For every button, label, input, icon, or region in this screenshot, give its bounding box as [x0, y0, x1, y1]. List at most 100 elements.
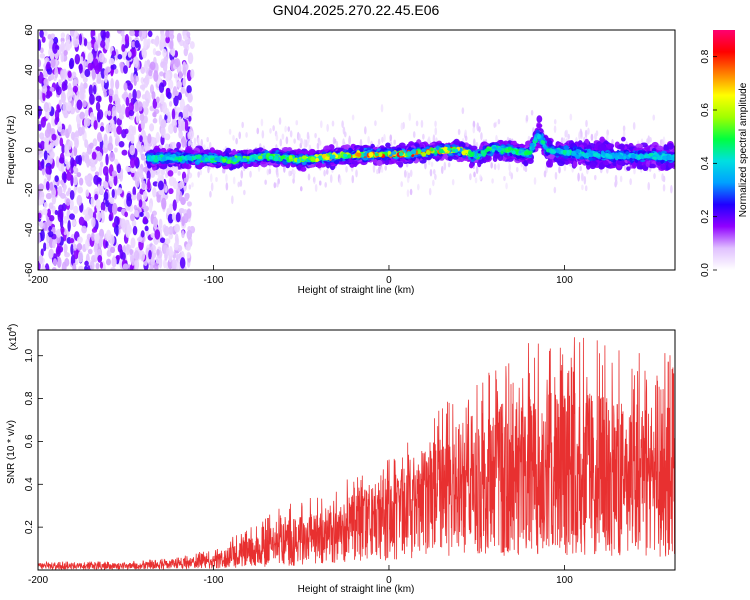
faint-point [300, 138, 303, 146]
faint-point [587, 127, 590, 135]
noise-point [76, 242, 83, 251]
noise-point [177, 92, 182, 101]
noise-point [114, 158, 119, 165]
noise-point [135, 90, 142, 99]
noise-point [98, 235, 103, 248]
noise-point [114, 97, 121, 107]
faint-point [400, 122, 404, 131]
noise-point [186, 208, 192, 219]
noise-point [171, 108, 176, 121]
ridge-point [663, 144, 669, 151]
noise-point [125, 96, 130, 107]
noise-point [69, 198, 74, 211]
noise-point [111, 202, 118, 215]
noise-point [135, 75, 140, 83]
noise-point [177, 182, 183, 190]
noise-point [67, 220, 71, 232]
noise-point [45, 181, 50, 191]
noise-point [175, 191, 180, 204]
noise-point [143, 37, 148, 49]
noise-point [121, 44, 126, 52]
faint-point [434, 127, 438, 136]
faint-point [661, 173, 664, 182]
noise-point [141, 94, 147, 100]
noise-point [73, 174, 78, 186]
noise-point [132, 89, 137, 101]
noise-point [133, 30, 140, 38]
ridge-point [635, 143, 644, 149]
noise-point [111, 50, 117, 57]
noise-point [159, 92, 165, 105]
noise-point [171, 212, 176, 221]
noise-point [47, 33, 52, 40]
noise-point [74, 95, 79, 102]
faint-point [331, 120, 335, 127]
noise-point [105, 258, 112, 266]
noise-point [78, 33, 83, 46]
faint-point [472, 120, 476, 129]
noise-point [190, 68, 195, 79]
faint-point [203, 144, 206, 150]
noise-point [162, 101, 168, 114]
noise-point [90, 196, 95, 208]
noise-point [51, 133, 57, 141]
noise-point [158, 82, 165, 94]
noise-point [76, 90, 81, 97]
faint-point [228, 128, 232, 135]
noise-point [139, 113, 145, 122]
faint-point [200, 139, 204, 148]
faint-point [335, 140, 339, 148]
noise-point [41, 85, 48, 94]
faint-point [493, 122, 496, 128]
faint-point [232, 134, 235, 141]
noise-point [105, 123, 111, 134]
faint-point [199, 169, 203, 176]
noise-point [148, 69, 153, 77]
faint-point [590, 133, 594, 141]
noise-point [158, 256, 163, 269]
faint-point [289, 130, 293, 138]
noise-point [165, 36, 170, 44]
noise-point [127, 50, 132, 58]
noise-point [149, 169, 156, 178]
faint-point [409, 188, 413, 196]
faint-point [299, 186, 303, 192]
noise-point [166, 228, 171, 234]
noise-point [49, 181, 54, 191]
noise-point [93, 119, 98, 130]
noise-point [79, 111, 85, 120]
faint-point [606, 129, 609, 136]
ridge-point [620, 136, 626, 142]
noise-point [84, 68, 91, 78]
noise-point [117, 53, 123, 60]
noise-point [168, 245, 173, 257]
faint-point [389, 141, 393, 149]
noise-point [173, 73, 178, 79]
noise-point [129, 157, 136, 169]
faint-point [187, 132, 190, 140]
noise-point [78, 265, 84, 270]
ridge-point [468, 162, 474, 169]
noise-point [115, 254, 121, 261]
noise-point [96, 72, 102, 84]
faint-point [560, 137, 564, 145]
noise-point [178, 130, 183, 139]
noise-point [99, 185, 104, 195]
faint-point [269, 127, 272, 134]
noise-point [51, 267, 57, 270]
noise-point [38, 199, 42, 206]
faint-point [622, 130, 626, 138]
noise-point [129, 30, 136, 37]
noise-point [143, 205, 150, 212]
noise-point [45, 192, 52, 200]
noise-point [116, 30, 122, 34]
faint-point [268, 168, 272, 175]
noise-point [162, 61, 168, 73]
noise-point [38, 132, 45, 140]
faint-point [287, 126, 291, 132]
ridge-point [398, 142, 406, 149]
noise-point [39, 47, 44, 54]
faint-point [380, 104, 384, 113]
noise-point [43, 242, 47, 252]
noise-point [146, 38, 151, 46]
